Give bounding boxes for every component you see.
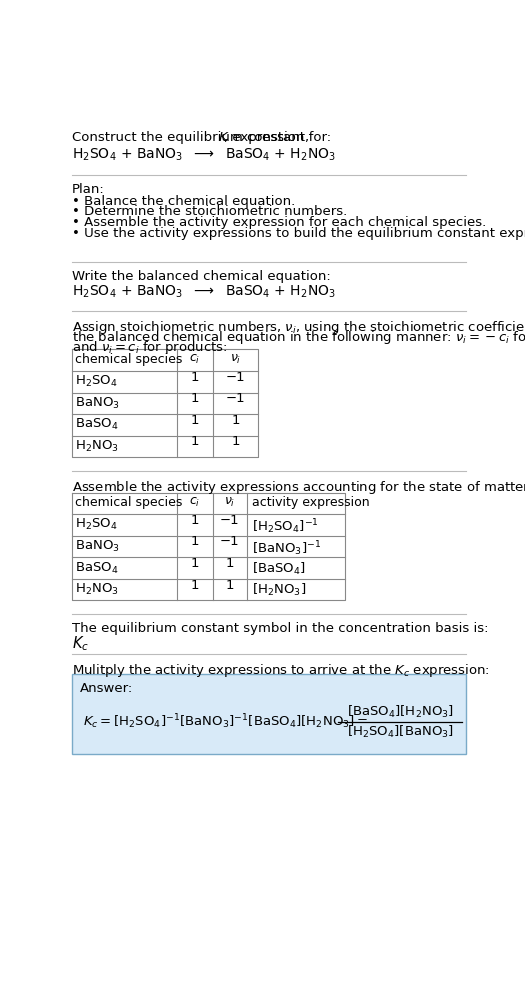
Text: $[\mathregular{H_2NO_3}]$: $[\mathregular{H_2NO_3}]$ [251, 582, 306, 598]
Text: the balanced chemical equation in the following manner: $\nu_i = -c_i$ for react: the balanced chemical equation in the fo… [72, 329, 525, 346]
Text: $\mathregular{H_2NO_3}$: $\mathregular{H_2NO_3}$ [75, 582, 119, 597]
Text: chemical species: chemical species [75, 353, 182, 366]
Text: 1: 1 [191, 371, 200, 384]
Text: 1: 1 [226, 557, 234, 570]
Text: −1: −1 [220, 514, 240, 527]
Text: $\mathregular{H_2SO_4}$ $+$ $\mathregular{BaNO_3}$  $\longrightarrow$  $\mathreg: $\mathregular{H_2SO_4}$ $+$ $\mathregula… [72, 146, 335, 163]
Text: K: K [218, 131, 227, 144]
Text: • Determine the stoichiometric numbers.: • Determine the stoichiometric numbers. [72, 205, 347, 218]
FancyBboxPatch shape [72, 674, 466, 754]
Text: 1: 1 [191, 557, 200, 570]
Text: $c_i$: $c_i$ [190, 353, 201, 366]
Text: Assemble the activity expressions accounting for the state of matter and $\nu_i$: Assemble the activity expressions accoun… [72, 479, 525, 496]
Text: 1: 1 [226, 579, 234, 592]
Text: $\mathregular{BaSO_4}$: $\mathregular{BaSO_4}$ [75, 560, 119, 576]
Text: activity expression: activity expression [251, 496, 369, 509]
Text: $[\mathregular{BaSO_4}][\mathregular{H_2NO_3}]$: $[\mathregular{BaSO_4}][\mathregular{H_2… [347, 704, 454, 720]
Text: 1: 1 [231, 414, 239, 427]
Text: • Balance the chemical equation.: • Balance the chemical equation. [72, 195, 295, 208]
Text: $[\mathregular{H_2SO_4}][\mathregular{BaNO_3}]$: $[\mathregular{H_2SO_4}][\mathregular{Ba… [347, 724, 454, 740]
Text: Assign stoichiometric numbers, $\nu_i$, using the stoichiometric coefficients, $: Assign stoichiometric numbers, $\nu_i$, … [72, 319, 525, 336]
Text: $\mathit{K_c}$: $\mathit{K_c}$ [72, 634, 89, 653]
Text: $\mathregular{BaSO_4}$: $\mathregular{BaSO_4}$ [75, 417, 119, 432]
Text: • Use the activity expressions to build the equilibrium constant expression.: • Use the activity expressions to build … [72, 227, 525, 240]
Text: $\mathregular{H_2SO_4}$ $+$ $\mathregular{BaNO_3}$  $\longrightarrow$  $\mathreg: $\mathregular{H_2SO_4}$ $+$ $\mathregula… [72, 283, 335, 300]
Text: • Assemble the activity expression for each chemical species.: • Assemble the activity expression for e… [72, 216, 486, 229]
Text: $[\mathregular{BaNO_3}]^{-1}$: $[\mathregular{BaNO_3}]^{-1}$ [251, 539, 321, 558]
Text: and $\nu_i = c_i$ for products:: and $\nu_i = c_i$ for products: [72, 339, 227, 356]
Text: $\nu_i$: $\nu_i$ [229, 353, 241, 366]
Text: $\nu_i$: $\nu_i$ [224, 496, 236, 509]
Text: 1: 1 [191, 514, 200, 527]
Text: 1: 1 [191, 392, 200, 405]
Text: $\mathregular{BaNO_3}$: $\mathregular{BaNO_3}$ [75, 539, 120, 554]
Text: $\mathregular{H_2SO_4}$: $\mathregular{H_2SO_4}$ [75, 374, 118, 389]
Text: $c_i$: $c_i$ [190, 496, 201, 509]
Text: $\mathregular{H_2NO_3}$: $\mathregular{H_2NO_3}$ [75, 439, 119, 454]
Text: −1: −1 [226, 392, 245, 405]
Text: 1: 1 [231, 435, 239, 448]
Text: 1: 1 [191, 435, 200, 448]
Text: Write the balanced chemical equation:: Write the balanced chemical equation: [72, 270, 331, 283]
Text: Construct the equilibrium constant,: Construct the equilibrium constant, [72, 131, 313, 144]
Text: chemical species: chemical species [75, 496, 182, 509]
Text: $\mathit{K_c} = [\mathregular{H_2SO_4}]^{-1}[\mathregular{BaNO_3}]^{-1}[\mathreg: $\mathit{K_c} = [\mathregular{H_2SO_4}]^… [82, 713, 368, 731]
Text: 1: 1 [191, 414, 200, 427]
Text: −1: −1 [226, 371, 245, 384]
Text: The equilibrium constant symbol in the concentration basis is:: The equilibrium constant symbol in the c… [72, 622, 488, 635]
Text: Mulitply the activity expressions to arrive at the $\mathit{K_c}$ expression:: Mulitply the activity expressions to arr… [72, 662, 490, 679]
Text: 1: 1 [191, 579, 200, 592]
Text: , expression for:: , expression for: [224, 131, 331, 144]
Text: $\mathregular{BaNO_3}$: $\mathregular{BaNO_3}$ [75, 396, 120, 411]
Text: $[\mathregular{H_2SO_4}]^{-1}$: $[\mathregular{H_2SO_4}]^{-1}$ [251, 517, 318, 536]
Text: −1: −1 [220, 535, 240, 548]
Text: Answer:: Answer: [80, 682, 133, 695]
Text: Plan:: Plan: [72, 183, 104, 196]
Text: $[\mathregular{BaSO_4}]$: $[\mathregular{BaSO_4}]$ [251, 560, 306, 577]
Text: 1: 1 [191, 535, 200, 548]
Text: $\mathregular{H_2SO_4}$: $\mathregular{H_2SO_4}$ [75, 517, 118, 532]
